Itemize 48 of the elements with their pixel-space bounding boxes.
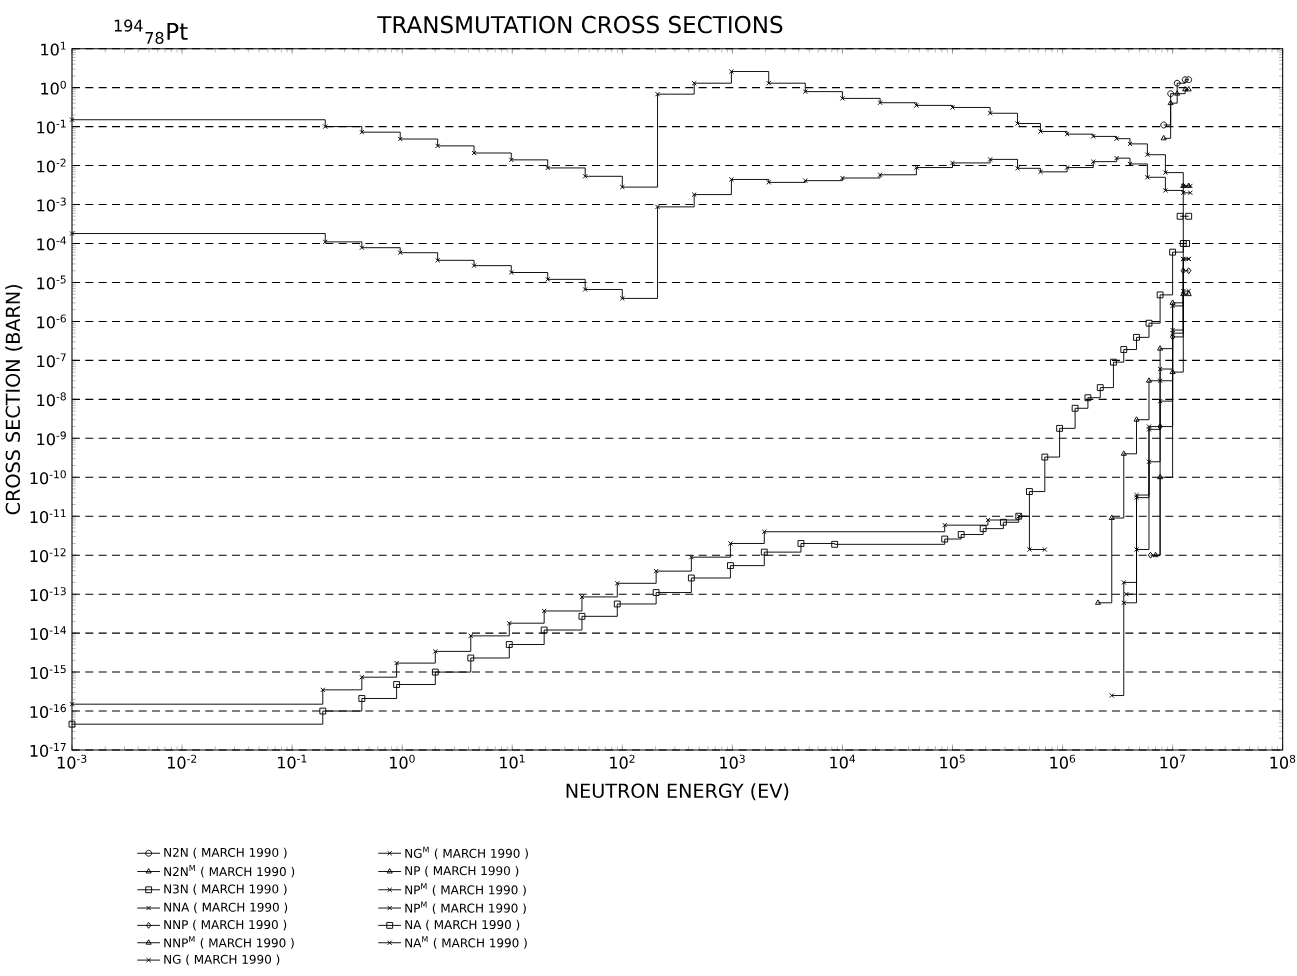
legend-label: NNP ( MARCH 1990 ) xyxy=(164,919,287,931)
x-tick-label: 10$^{-3}$ xyxy=(57,754,87,769)
x-tick-label: 10$^{1}$ xyxy=(500,754,525,769)
y-tick-label: 10$^{-2}$ xyxy=(37,158,66,173)
y-tick-label: 10$^{-17}$ xyxy=(30,743,66,757)
x-tick-label: 10$^{5}$ xyxy=(940,754,965,769)
legend-label: NA$^{M}$ ( MARCH 1990 ) xyxy=(405,936,527,949)
legend-label: NG ( MARCH 1990 ) xyxy=(164,954,280,966)
y-tick-label: 10$^{-6}$ xyxy=(37,314,66,329)
x-tick-label: 10$^{7}$ xyxy=(1160,754,1185,769)
x-axis-title: NEUTRON ENERGY (EV) xyxy=(566,783,789,801)
x-tick-label: 10$^{2}$ xyxy=(610,754,635,769)
legend-label: NNP$^{M}$ ( MARCH 1990 ) xyxy=(164,936,294,949)
y-axis-title: CROSS SECTION (BARN) xyxy=(5,285,23,515)
y-tick-label: 10$^{0}$ xyxy=(41,80,66,95)
x-tick-label: 10$^{-1}$ xyxy=(278,754,307,769)
legend-label: NP$^{M}$ ( MARCH 1990 ) xyxy=(405,883,526,896)
y-tick-label: 10$^{-3}$ xyxy=(37,197,66,212)
y-tick-label: 10$^{-1}$ xyxy=(37,119,66,134)
y-tick-label: 10$^{-11}$ xyxy=(30,509,66,524)
x-tick-label: 10$^{6}$ xyxy=(1050,754,1076,769)
x-tick-label: 10$^{0}$ xyxy=(390,754,415,769)
legend-label: NNA ( MARCH 1990 ) xyxy=(164,902,288,914)
y-tick-label: 10$^{-12}$ xyxy=(30,548,66,563)
x-tick-label: 10$^{3}$ xyxy=(720,754,745,769)
x-tick-label: 10$^{8}$ xyxy=(1270,754,1296,769)
y-tick-label: 10$^{-9}$ xyxy=(37,431,66,446)
chart-subtitle: 194$_{78}$Pt xyxy=(114,19,188,44)
legend-label: N2N$^{M}$ ( MARCH 1990 ) xyxy=(164,865,295,878)
y-tick-label: 10$^{-5}$ xyxy=(37,275,66,290)
legend-label: N2N ( MARCH 1990 ) xyxy=(164,847,287,859)
x-tick-label: 10$^{-2}$ xyxy=(167,754,197,769)
y-tick-label: 10$^{-7}$ xyxy=(37,353,66,368)
chart-title: TRANSMUTATION CROSS SECTIONS xyxy=(377,15,783,34)
x-tick-label: 10$^{4}$ xyxy=(830,754,856,769)
y-tick-label: 10$^{-4}$ xyxy=(37,236,67,251)
y-tick-label: 10$^{1}$ xyxy=(41,41,66,56)
legend-label: NP$^{M}$ ( MARCH 1990 ) xyxy=(405,901,526,915)
y-tick-label: 10$^{-16}$ xyxy=(30,704,66,719)
y-tick-label: 10$^{-10}$ xyxy=(30,470,66,485)
legend-label: N3N ( MARCH 1990 ) xyxy=(164,884,287,895)
y-tick-label: 10$^{-13}$ xyxy=(30,587,66,602)
legend-label: NA ( MARCH 1990 ) xyxy=(405,919,520,931)
y-tick-label: 10$^{-14}$ xyxy=(30,626,67,641)
legend-label: NG$^{M}$ ( MARCH 1990 ) xyxy=(405,846,528,860)
legend-label: NP ( MARCH 1990 ) xyxy=(405,865,519,877)
y-tick-label: 10$^{-8}$ xyxy=(37,392,66,407)
y-tick-label: 10$^{-15}$ xyxy=(30,665,66,679)
